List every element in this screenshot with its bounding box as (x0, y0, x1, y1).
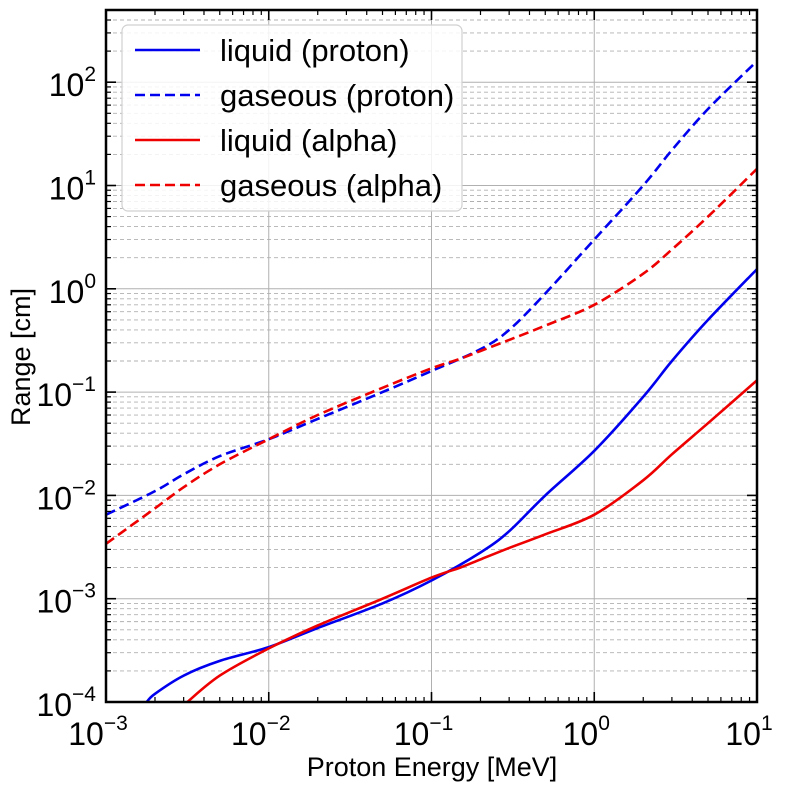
legend-label: liquid (proton) (220, 33, 410, 68)
legend-box (121, 24, 463, 212)
y-tick-label: 100 (49, 270, 96, 310)
legend-label: gaseous (proton) (220, 78, 454, 113)
y-tick-label: 10−4 (36, 683, 96, 723)
x-tick-label: 10−2 (231, 712, 291, 752)
ticks (105, 10, 758, 703)
x-tick-label: 101 (725, 712, 772, 752)
x-axis-label: Proton Energy [MeV] (307, 752, 558, 782)
y-axis-label: Range [cm] (6, 288, 36, 426)
series-line (105, 167, 758, 545)
series-line (145, 268, 758, 703)
x-tick-label: 10−3 (68, 712, 128, 752)
legend-label: gaseous (alpha) (220, 168, 442, 203)
y-tick-label: 102 (49, 63, 96, 103)
series-lines (105, 60, 758, 704)
x-tick-label: 10−1 (394, 712, 454, 752)
legend: liquid (proton) gaseous (proton) liquid (a… (121, 24, 463, 212)
legend-label: liquid (alpha) (220, 123, 398, 158)
y-tick-label: 10−3 (36, 580, 96, 620)
y-tick-label: 10−1 (36, 373, 96, 413)
tick-labels: 10−3 10−2 10−1 100 10110−410−310−210−1100101… (36, 63, 772, 752)
y-tick-label: 101 (49, 167, 96, 207)
y-tick-label: 10−2 (36, 476, 96, 516)
series-line (186, 379, 758, 704)
x-tick-label: 100 (563, 712, 610, 752)
